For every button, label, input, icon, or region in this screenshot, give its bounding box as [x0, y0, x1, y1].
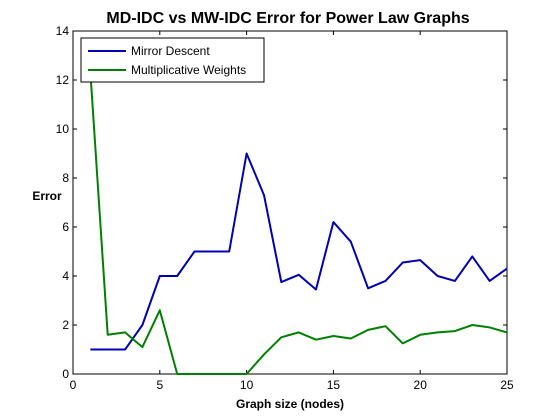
x-tick-label: 20: [414, 378, 428, 392]
x-tick-label: 5: [156, 378, 163, 392]
x-tick-label: 15: [327, 378, 341, 392]
x-axis-label: Graph size (nodes): [236, 397, 344, 411]
y-axis-label: Error: [32, 189, 62, 203]
axis-ticks: 0 5 10 15 20 25 0 2 4 6 8 10 12 14: [56, 24, 514, 392]
x-tick-label: 25: [500, 378, 514, 392]
y-tick-label: 0: [62, 367, 69, 381]
series-lines: [89, 72, 508, 375]
y-tick-label: 6: [62, 220, 69, 234]
legend: Mirror Descent Multiplicative Weights: [80, 37, 265, 83]
legend-box: [80, 37, 265, 83]
series-line-mirror-descent: [90, 152, 508, 351]
y-tick-label: 12: [56, 73, 70, 87]
series-line-multiplicative-weights: [89, 72, 508, 375]
x-tick-label: 0: [70, 378, 77, 392]
y-tick-label: 10: [56, 122, 70, 136]
y-tick-label: 2: [62, 318, 69, 332]
x-tick-label: 10: [240, 378, 254, 392]
y-tick-label: 4: [62, 269, 69, 283]
chart-title: MD-IDC vs MW-IDC Error for Power Law Gra…: [106, 10, 469, 27]
y-tick-label: 8: [62, 171, 69, 185]
y-tick-label: 14: [56, 24, 70, 38]
legend-label-multiplicative-weights: Multiplicative Weights: [131, 63, 246, 77]
legend-label-mirror-descent: Mirror Descent: [131, 44, 210, 58]
